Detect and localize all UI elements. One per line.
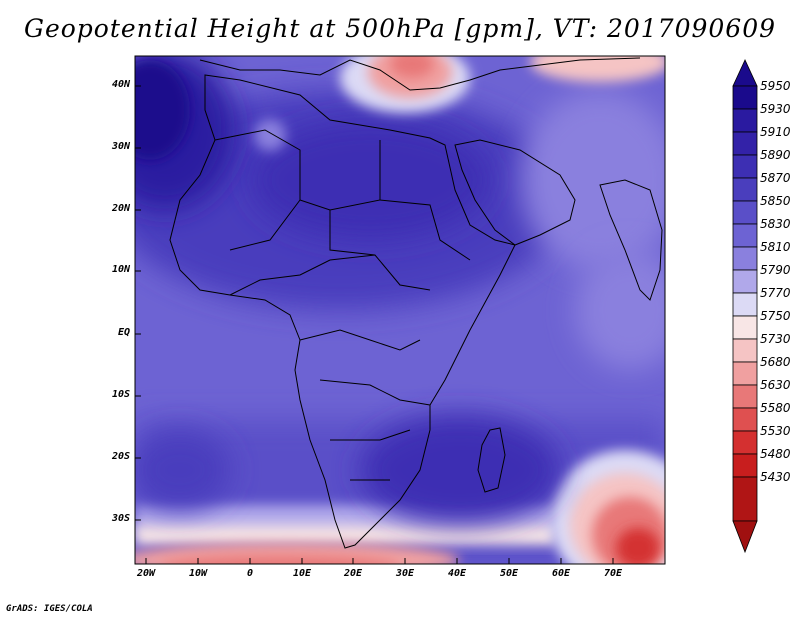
field-band-ridge-low: [135, 525, 555, 545]
coastlines: [169, 57, 663, 549]
colorbar-box-5790: [732, 269, 758, 294]
borders-north: [214, 129, 471, 261]
colorbar-box-5930: [732, 108, 758, 133]
colorbar-box-5890: [732, 154, 758, 179]
colorbar-label-5890: 5890: [760, 148, 791, 162]
field-med-low-core: [390, 56, 434, 78]
colorbar-label-5730: 5730: [760, 332, 791, 346]
field-indian-trough-core: [616, 528, 660, 564]
lat-label-eq: EQ: [117, 327, 130, 338]
lon-label-10e: 10E: [292, 568, 312, 579]
field-atlas-spot: [254, 119, 286, 151]
lon-label-20e: 20E: [343, 568, 363, 579]
colorbar-box-5870: [732, 177, 758, 202]
colorbar: [732, 59, 758, 554]
axis-ticks: [135, 85, 614, 564]
colorbar-box-5910: [732, 131, 758, 156]
colorbar-label-5830: 5830: [760, 217, 791, 231]
colorbar-label-5530: 5530: [760, 424, 791, 438]
colorbar-top-arrow: [732, 59, 758, 87]
field-sahara-core: [250, 120, 490, 240]
lat-label-10n: 10N: [111, 264, 130, 275]
colorbar-box-5830: [732, 223, 758, 248]
footer-credit: GrADS: IGES/COLA: [6, 604, 93, 614]
map-title: Geopotential Height at 500hPa [gpm], VT:…: [23, 14, 777, 43]
colorbar-label-5910: 5910: [760, 125, 791, 139]
colorbar-bottom-arrow: [732, 520, 758, 554]
lon-label-70e: 70E: [603, 568, 623, 579]
colorbar-label-5430: 5430: [760, 470, 791, 484]
lon-label-30e: 30E: [395, 568, 415, 579]
lat-label-30n: 30N: [111, 141, 130, 152]
india-coast: [599, 179, 663, 301]
colorbar-box-5580: [732, 407, 758, 432]
lon-label-40e: 40E: [447, 568, 467, 579]
lon-label-50e: 50E: [499, 568, 519, 579]
africa-coastline: [169, 74, 516, 549]
colorbar-box-5530: [732, 430, 758, 455]
colorbar-label-5480: 5480: [760, 447, 791, 461]
colorbar-label-5870: 5870: [760, 171, 791, 185]
lon-label-0: 0: [246, 568, 254, 579]
colorbar-box-5950: [732, 85, 758, 110]
colorbar-label-5790: 5790: [760, 263, 791, 277]
lon-label-10w: 10W: [188, 568, 208, 579]
colorbar-label-5850: 5850: [760, 194, 791, 208]
lat-label-40n: 40N: [111, 79, 130, 90]
lon-label-60e: 60E: [551, 568, 571, 579]
colorbar-box-5430: [732, 476, 758, 522]
field-northwest-core: [135, 60, 190, 160]
arabia-coast: [454, 139, 576, 246]
colorbar-box-5680: [732, 361, 758, 386]
madagascar: [477, 427, 506, 493]
colorbar-label-5930: 5930: [760, 102, 791, 116]
colorbar-label-5950: 5950: [760, 79, 791, 93]
colorbar-box-5750: [732, 315, 758, 340]
height-field: [135, 56, 665, 564]
colorbar-box-5730: [732, 338, 758, 363]
lon-label-20w: 20W: [136, 568, 156, 579]
field-northeast-low: [530, 56, 665, 82]
field-india-ocean: [575, 250, 665, 370]
colorbar-box-5850: [732, 200, 758, 225]
colorbar-label-5750: 5750: [760, 309, 791, 323]
borders-central: [229, 254, 431, 481]
colorbar-box-5770: [732, 292, 758, 317]
lat-label-20n: 20N: [111, 203, 130, 214]
lat-label-30s: 30S: [111, 513, 130, 524]
field-sw-indian: [135, 430, 230, 510]
field-south-low-core: [162, 556, 398, 564]
colorbar-label-5630: 5630: [760, 378, 791, 392]
europe-coast: [199, 57, 641, 91]
colorbar-label-5810: 5810: [760, 240, 791, 254]
colorbar-label-5770: 5770: [760, 286, 791, 300]
lat-label-10s: 10S: [111, 389, 130, 400]
colorbar-box-5810: [732, 246, 758, 271]
colorbar-box-5630: [732, 384, 758, 409]
field-arabia: [520, 90, 665, 270]
colorbar-label-5580: 5580: [760, 401, 791, 415]
field-southern-africa-high: [360, 415, 560, 525]
colorbar-label-5680: 5680: [760, 355, 791, 369]
plot-frame: [134, 55, 666, 565]
lat-label-20s: 20S: [111, 451, 130, 462]
colorbar-box-5480: [732, 453, 758, 478]
